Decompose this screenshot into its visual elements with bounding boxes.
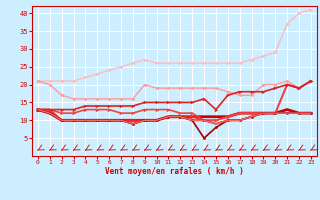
X-axis label: Vent moyen/en rafales ( km/h ): Vent moyen/en rafales ( km/h ) [105,167,244,176]
